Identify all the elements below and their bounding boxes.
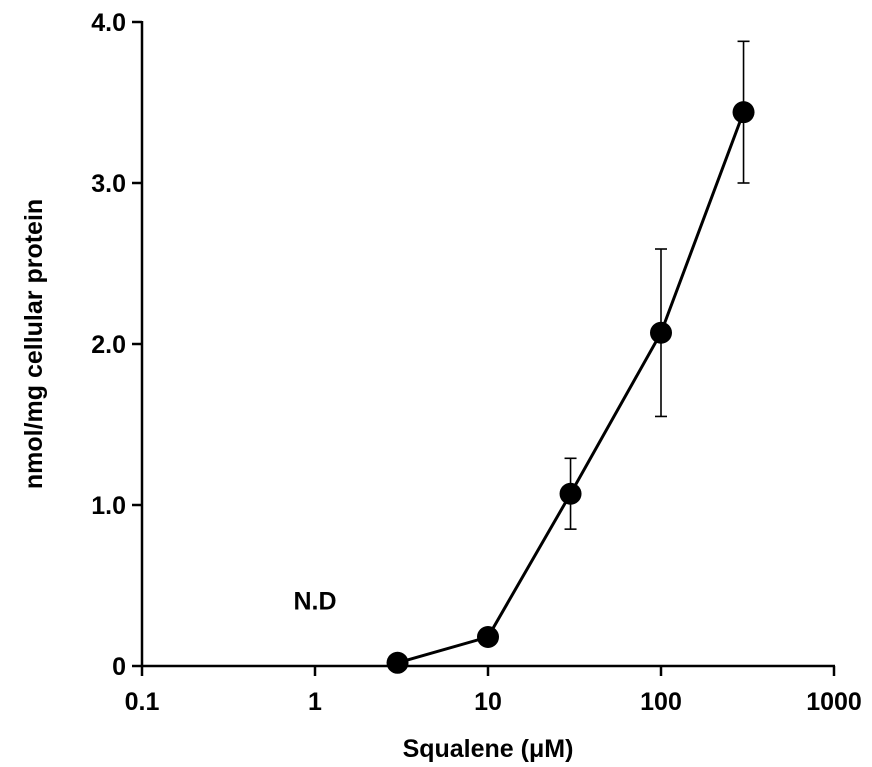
series-line [397, 111, 745, 665]
series-layer [386, 40, 755, 674]
data-point [477, 626, 499, 649]
x-tick-label: 1000 [806, 688, 862, 716]
y-tick-label: 2.0 [91, 331, 126, 359]
data-point [386, 651, 409, 674]
x-tick-label: 10 [474, 688, 502, 716]
y-tick-label: 4.0 [91, 9, 126, 37]
x-tick-label: 0.1 [125, 688, 160, 716]
data-point [732, 101, 755, 124]
y-tick-label: 1.0 [91, 492, 126, 520]
y-tick-label: 0 [112, 653, 126, 681]
y-tick-label: 3.0 [91, 170, 126, 198]
x-tick-label: 100 [640, 688, 682, 716]
annotation-layer: N.D [293, 588, 336, 616]
y-axis-title: nmol/mg cellular protein [20, 199, 48, 489]
y-ticks: 0 1.0 2.0 3.0 4.0 [91, 9, 142, 681]
axes [140, 21, 835, 668]
x-ticks: 0.1 1 10 100 1000 [125, 666, 862, 716]
x-tick-label: 1 [308, 688, 322, 716]
nd-annotation: N.D [293, 588, 336, 616]
data-point [559, 482, 582, 505]
x-axis-title: Squalene (μM) [403, 735, 574, 763]
data-point [650, 321, 672, 344]
